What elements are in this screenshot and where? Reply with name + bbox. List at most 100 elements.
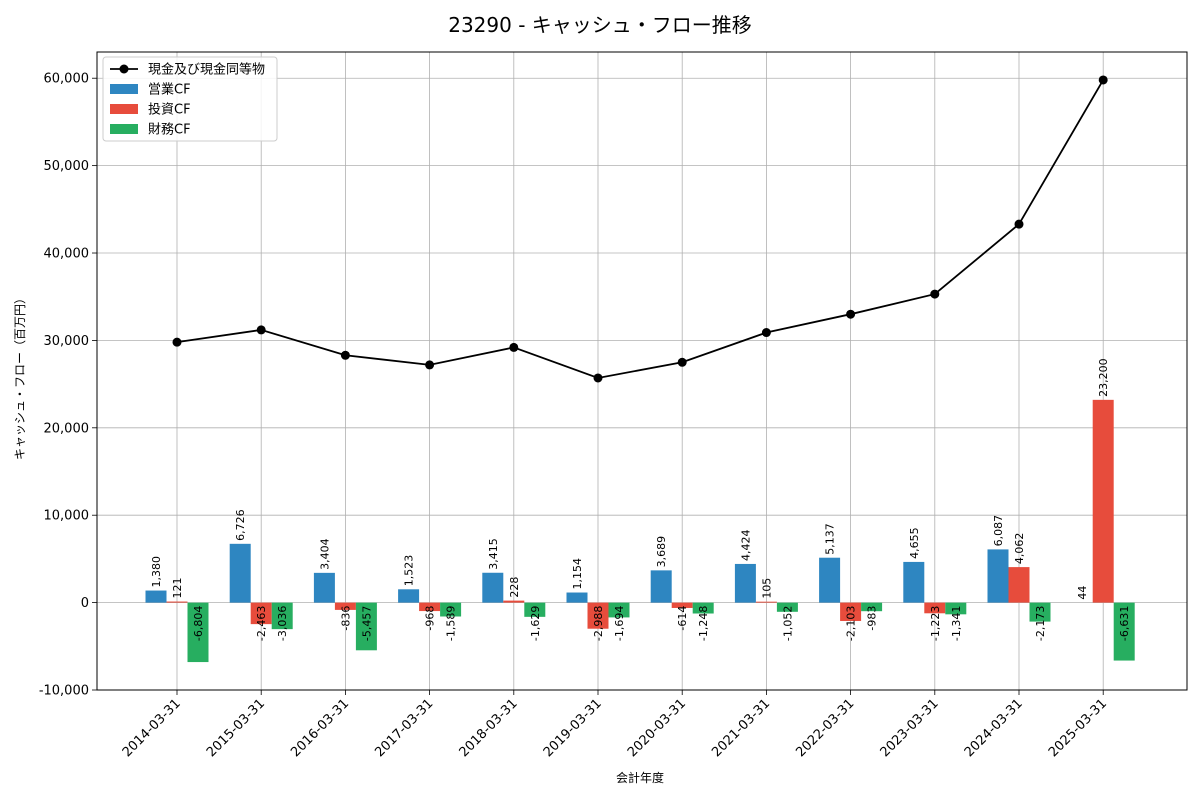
x-axis-title: 会計年度 (616, 770, 664, 785)
cash-line-point (1014, 219, 1024, 229)
cash-line-point (593, 373, 603, 383)
bar-営業CF (903, 561, 925, 603)
bar-value-label: -3,036 (276, 606, 289, 641)
legend-label: 現金及び現金同等物 (148, 62, 265, 78)
bar-value-label: -1,052 (781, 606, 794, 641)
bar-value-label: 4,655 (908, 527, 921, 559)
cash-line-point (1098, 75, 1108, 85)
cash-line-point (930, 289, 940, 299)
bar-value-label: 121 (171, 578, 184, 599)
bar-財務CF (692, 602, 714, 614)
x-tick-label: 2018-03-31 (457, 696, 521, 760)
bar-value-label: -2,103 (845, 606, 858, 641)
cash-line-path (176, 79, 1104, 379)
bar-営業CF (482, 572, 504, 603)
plot-frame (96, 51, 1188, 691)
bar-value-label: -1,629 (529, 606, 542, 641)
bar-value-label: 4,424 (739, 529, 752, 561)
bar-value-label: -1,223 (929, 606, 942, 641)
legend-label: 営業CF (148, 82, 191, 98)
legend-label: 投資CF (148, 102, 191, 118)
x-tick-label: 2017-03-31 (372, 696, 436, 760)
x-tick-label: 2024-03-31 (962, 696, 1026, 760)
bar-営業CF (819, 557, 841, 603)
grid (97, 52, 1187, 691)
y-tick-label: 20,000 (44, 421, 90, 436)
bar-value-label: 44 (1076, 586, 1089, 600)
bar-value-label: -2,988 (592, 606, 605, 641)
bar-営業CF (229, 543, 251, 603)
data-labels: 1,380 6,726 3,404 1,523 3,415 1,154 3,689 4,424… (150, 358, 1131, 641)
bar-value-label: 23,200 (1097, 358, 1110, 397)
bar-投資CF (1008, 567, 1030, 603)
bar-value-label: 3,415 (487, 538, 500, 570)
bar-財務CF (524, 602, 546, 617)
bar-value-label: 6,726 (234, 509, 247, 541)
y-tick-label: 40,000 (44, 247, 90, 262)
bar-value-label: 105 (760, 578, 773, 599)
bar-営業CF (398, 589, 420, 603)
bar-value-label: -2,173 (1034, 606, 1047, 641)
bar-value-label: 3,689 (655, 536, 668, 568)
bar-value-label: 6,087 (992, 515, 1005, 547)
bar-value-label: -1,341 (950, 606, 963, 641)
axes: -10,000 0 10,000 20,000 30,000 40,000 50,000 60… (39, 51, 1188, 760)
bar-投資CF (334, 602, 356, 610)
cash-line-point (761, 328, 771, 338)
cash-line-point (677, 357, 687, 367)
bar-value-label: -614 (676, 606, 689, 631)
legend-box (102, 56, 278, 142)
bars (145, 399, 1135, 663)
bar-投資CF (924, 602, 946, 614)
bar-value-label: -1,694 (613, 606, 626, 641)
y-tick-label: -10,000 (39, 684, 89, 699)
cash-line-point (172, 337, 182, 347)
y-tick-label: 0 (81, 596, 89, 611)
cash-line (172, 75, 1108, 383)
bar-財務CF (1113, 602, 1135, 661)
bar-value-label: 1,154 (571, 558, 584, 590)
bar-財務CF (608, 602, 630, 618)
y-tick-label: 10,000 (44, 509, 90, 524)
bar-営業CF (987, 549, 1009, 603)
y-tick-label: 30,000 (44, 334, 90, 349)
bar-財務CF (187, 602, 209, 663)
x-tick-label: 2016-03-31 (288, 696, 352, 760)
bar-value-label: -983 (866, 606, 879, 631)
legend-bar-swatch (110, 124, 138, 134)
bar-財務CF (945, 602, 967, 615)
bar-財務CF (861, 602, 883, 612)
x-tick-label: 2023-03-31 (878, 696, 942, 760)
x-tick-label: 2022-03-31 (793, 696, 857, 760)
bar-value-label: -6,631 (1118, 606, 1131, 641)
bar-value-label: -968 (424, 606, 437, 631)
bar-営業CF (145, 590, 167, 603)
bar-営業CF (566, 592, 588, 603)
x-tick-label: 2021-03-31 (709, 696, 773, 760)
cash-line-point (846, 309, 856, 319)
legend-marker-swatch (119, 64, 129, 74)
legend-bar-swatch (110, 104, 138, 114)
bar-財務CF (776, 602, 798, 612)
bar-value-label: -1,248 (697, 606, 710, 641)
cash-line-point (509, 342, 519, 352)
bar-value-label: -6,804 (192, 606, 205, 641)
bar-投資CF (755, 601, 777, 603)
y-axis-title: キャッシュ・フロー（百万円） (13, 292, 27, 460)
bar-value-label: 228 (508, 577, 521, 598)
bar-value-label: -1,589 (445, 606, 458, 641)
x-tick-label: 2025-03-31 (1046, 696, 1110, 760)
legend-bar-swatch (110, 84, 138, 94)
chart-title: 23290 - キャッシュ・フロー推移 (448, 13, 752, 37)
bar-投資CF (671, 602, 693, 608)
bar-value-label: 4,062 (1013, 533, 1026, 565)
bar-投資CF (250, 602, 272, 625)
bar-営業CF (734, 563, 756, 603)
y-tick-label: 50,000 (44, 159, 90, 174)
bar-投資CF (503, 600, 525, 603)
bar-投資CF (419, 602, 441, 612)
bar-営業CF (313, 572, 335, 603)
bar-value-label: -5,457 (360, 606, 373, 641)
cash-line-point (425, 360, 435, 370)
